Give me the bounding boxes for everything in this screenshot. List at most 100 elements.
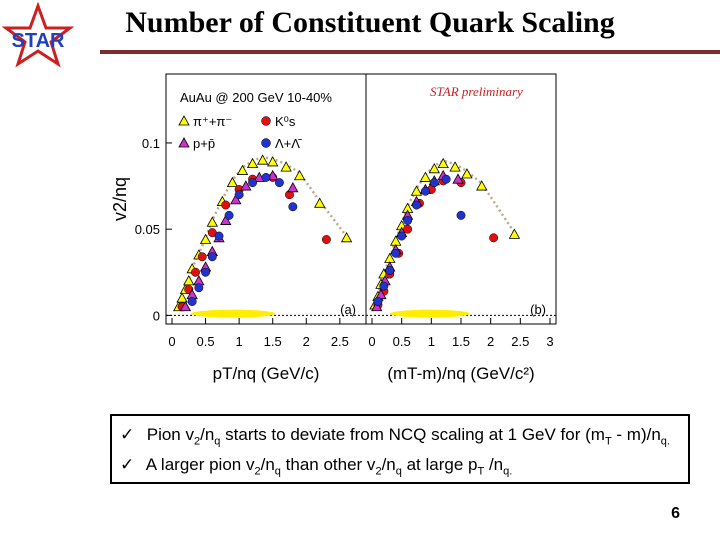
data-point: [452, 173, 464, 184]
x-tick-label: 0.5: [197, 334, 215, 349]
data-point: [456, 210, 466, 220]
data-point: [321, 235, 331, 244]
data-point: [267, 156, 279, 167]
x-tick-label: 0.5: [393, 334, 411, 349]
findings-box: ✓ Pion v2/nq starts to deviate from NCQ …: [110, 414, 690, 484]
panel-label: (b): [530, 302, 546, 317]
legend-marker: [261, 116, 271, 126]
data-point: [220, 214, 232, 225]
data-point: [236, 164, 249, 175]
v2-scaling-chart: 0 0.05 0.1 v2/nq 0 0.5 1 1.5 2 2.5 pT/nq (GeV/c) (a…: [110, 73, 557, 383]
page-number: 6: [671, 505, 680, 522]
star-logo: STAR: [2, 2, 74, 68]
x-tick-label: 2.5: [511, 334, 529, 349]
star-logo-text: STAR: [12, 30, 66, 52]
x-tick-label: 1: [236, 334, 243, 349]
bullet-2: ✓ A larger pion v2/nq than other v2/nq a…: [120, 450, 680, 480]
data-point: [261, 172, 271, 182]
data-point: [214, 231, 224, 241]
data-point: [187, 297, 197, 307]
y-tick-label: 0: [153, 308, 160, 323]
data-point: [226, 176, 239, 188]
data-point: [379, 281, 389, 291]
data-point: [274, 178, 284, 188]
data-point: [373, 297, 383, 307]
systematic-band: [389, 309, 470, 318]
checkmark-icon: ✓: [120, 425, 135, 445]
data-point: [403, 216, 413, 226]
data-point: [288, 202, 298, 212]
data-point: [314, 197, 326, 208]
data-point: [508, 228, 521, 239]
data-point: [420, 186, 430, 196]
data-point: [441, 174, 451, 184]
data-point: [194, 283, 204, 293]
x-tick-label: 0: [168, 334, 175, 349]
data-point: [410, 185, 423, 196]
title-underline: [100, 50, 720, 54]
x-tick-label: 3: [546, 334, 553, 349]
data-point: [230, 194, 242, 205]
preliminary-label: STAR preliminary: [430, 84, 523, 99]
system-label: AuAu @ 200 GeV 10-40%: [180, 90, 332, 105]
data-point: [340, 231, 353, 243]
slide-title: Number of Constituent Quark Scaling: [125, 6, 615, 39]
legend-label: Λ+Λ̄: [275, 136, 302, 151]
data-point: [403, 224, 413, 234]
y-axis-label: v2/nq: [110, 177, 130, 221]
data-point: [224, 210, 234, 220]
data-point: [256, 154, 269, 165]
data-point: [206, 216, 218, 227]
panel-frame: [365, 73, 557, 325]
legend-label: p+p̄: [193, 136, 215, 151]
data-point: [201, 267, 211, 277]
legend-marker: [178, 115, 190, 126]
data-point: [248, 178, 258, 188]
x-tick-label: 1: [428, 334, 435, 349]
data-point: [199, 233, 212, 244]
data-point: [176, 292, 188, 303]
data-point: [246, 157, 259, 169]
data-point: [428, 163, 440, 174]
data-point: [397, 231, 407, 241]
data-point: [280, 161, 292, 172]
data-point: [207, 252, 217, 262]
data-point: [412, 200, 421, 210]
data-point: [419, 171, 432, 182]
data-point: [234, 190, 244, 200]
data-point: [183, 275, 195, 286]
x-tick-label: 0: [368, 334, 375, 349]
data-point: [391, 248, 401, 258]
data-point: [461, 168, 473, 179]
legend-label: π⁺+π⁻: [193, 114, 232, 129]
data-point: [429, 178, 439, 188]
data-point: [179, 300, 192, 312]
bullet-1: ✓ Pion v2/nq starts to deviate from NCQ …: [120, 420, 680, 450]
y-tick-label: 0.05: [135, 222, 160, 237]
data-point: [240, 180, 252, 191]
panel-label: (a): [340, 302, 356, 317]
data-point: [476, 180, 488, 191]
data-point: [287, 181, 299, 193]
legend-label: K⁰s: [275, 114, 296, 129]
x-tick-label: 1.5: [452, 334, 470, 349]
checkmark-icon: ✓: [120, 455, 135, 475]
data-point: [221, 200, 231, 210]
star-logo-shape: [2, 2, 74, 68]
x-tick-label: 1.5: [264, 334, 282, 349]
y-tick-label: 0.1: [142, 136, 160, 151]
data-point: [385, 266, 395, 276]
legend-marker: [178, 137, 190, 148]
data-point: [191, 267, 200, 277]
data-point: [371, 300, 383, 312]
data-point: [489, 233, 499, 243]
x-tick-label: 2: [487, 334, 494, 349]
x-axis-label: pT/nq (GeV/c): [213, 364, 320, 383]
x-tick-label: 2: [303, 334, 310, 349]
systematic-band: [190, 309, 276, 318]
data-point: [437, 157, 449, 169]
data-point: [197, 252, 207, 262]
x-axis-label: (mT-m)/nq (GeV/c²): [387, 364, 534, 383]
x-tick-label: 2.5: [331, 334, 349, 349]
legend-marker: [261, 138, 271, 148]
